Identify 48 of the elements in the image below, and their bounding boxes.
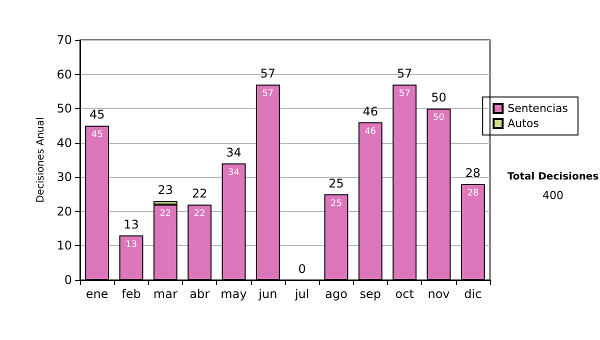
y-tick-label: 70: [56, 33, 72, 47]
total-label: 22: [192, 186, 208, 201]
y-tick-label: 60: [56, 67, 72, 82]
y-tick-label: 50: [56, 102, 72, 116]
data-label: 34: [228, 168, 240, 178]
text: Total Decisiones: [507, 172, 599, 182]
y-tick-label: 10: [56, 238, 72, 253]
total-label: 25: [328, 176, 344, 190]
data-label: 45: [91, 130, 103, 140]
x-tick-label: feb: [122, 287, 141, 301]
data-label: 22: [160, 209, 172, 220]
data-label: 50: [433, 113, 445, 124]
total-label: 50: [431, 90, 446, 105]
y-tick-label: 0: [64, 273, 72, 287]
y-tick-label: 30: [56, 170, 72, 184]
data-label: 25: [330, 198, 342, 209]
y-axis-title: Decisiones Anual: [35, 117, 46, 203]
x-tick-label: ene: [86, 287, 108, 301]
x-tick-label: mar: [153, 287, 178, 301]
x-tick-label: dic: [464, 287, 482, 301]
data-label: 57: [262, 89, 274, 100]
total-label: 23: [158, 183, 174, 198]
total-label: 13: [124, 217, 139, 232]
total-label: 0: [298, 262, 306, 276]
total-label: 57: [396, 66, 412, 81]
data-label: 46: [364, 126, 376, 137]
y-tick-label: 40: [56, 136, 72, 150]
legend-label: Sentencias: [508, 102, 568, 115]
y-tick-label: 20: [56, 204, 72, 218]
legend-label: Autos: [508, 117, 540, 130]
text: 400: [542, 189, 564, 202]
total-label: 34: [226, 145, 242, 160]
x-tick-label: nov: [428, 287, 450, 301]
total-label: 28: [465, 166, 481, 180]
x-tick-label: jun: [258, 287, 278, 301]
data-label: 28: [467, 188, 479, 198]
total-label: 45: [89, 108, 105, 122]
x-tick-label: ago: [325, 287, 348, 301]
data-label: 22: [194, 209, 206, 220]
data-label: 57: [398, 89, 410, 100]
x-tick-label: oct: [395, 287, 414, 301]
total-label: 57: [260, 66, 276, 81]
x-tick-label: may: [220, 287, 247, 301]
data-label: 13: [126, 240, 137, 250]
total-label: 46: [362, 104, 378, 118]
x-tick-label: sep: [360, 287, 382, 301]
x-tick-label: jul: [294, 287, 310, 301]
x-tick-label: abr: [190, 287, 210, 301]
